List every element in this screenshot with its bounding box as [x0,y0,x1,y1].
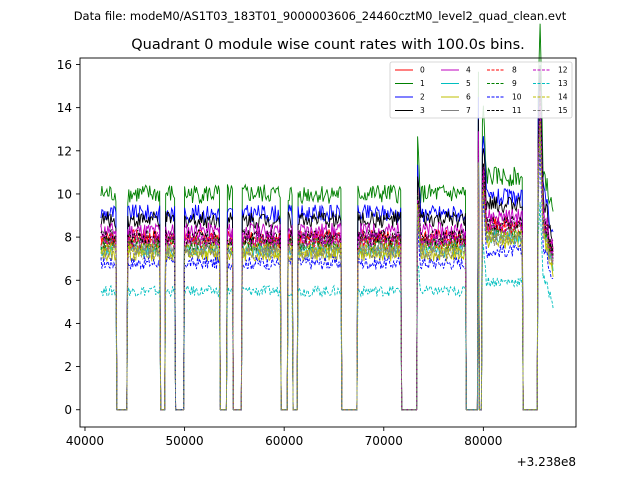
x-axis-offset-label: +3.238e8 [517,455,576,469]
y-tick-label: 0 [64,403,72,417]
legend-label-1: 1 [420,79,425,88]
legend-label-5: 5 [466,79,471,88]
legend-label-12: 12 [558,66,568,75]
y-tick-label: 16 [57,58,72,72]
legend-label-6: 6 [466,93,471,102]
series-line-15 [100,130,554,411]
legend-box [389,61,573,119]
x-tick-label: 40000 [66,434,104,448]
y-tick-label: 14 [57,101,72,115]
legend-label-8: 8 [512,66,517,75]
chart-suptitle: Data file: modeM0/AS1T03_183T01_90000036… [74,9,567,23]
legend-label-10: 10 [512,93,522,102]
legend-label-2: 2 [420,93,425,102]
legend-label-14: 14 [558,93,568,102]
legend-label-13: 13 [558,79,568,88]
y-tick-label: 12 [57,144,72,158]
y-tick-label: 6 [64,274,72,288]
plot-frame [79,57,577,428]
x-tick-label: 70000 [365,434,403,448]
series-line-14 [100,121,554,411]
y-tick-label: 8 [64,231,72,245]
legend-label-4: 4 [466,66,471,75]
legend-label-3: 3 [420,106,425,115]
legend-label-0: 0 [420,66,425,75]
legend-label-11: 11 [512,106,522,115]
series-layer [100,23,554,411]
chart-title: Quadrant 0 module wise count rates with … [131,37,525,53]
x-tick-label: 60000 [265,434,303,448]
x-tick-label: 80000 [464,434,502,448]
x-tick-label: 50000 [165,434,203,448]
y-tick-label: 10 [57,187,72,201]
legend-label-7: 7 [466,106,471,115]
legend-label-9: 9 [512,79,517,88]
y-tick-label: 2 [64,360,72,374]
legend-label-15: 15 [558,106,568,115]
y-tick-label: 4 [64,317,72,331]
